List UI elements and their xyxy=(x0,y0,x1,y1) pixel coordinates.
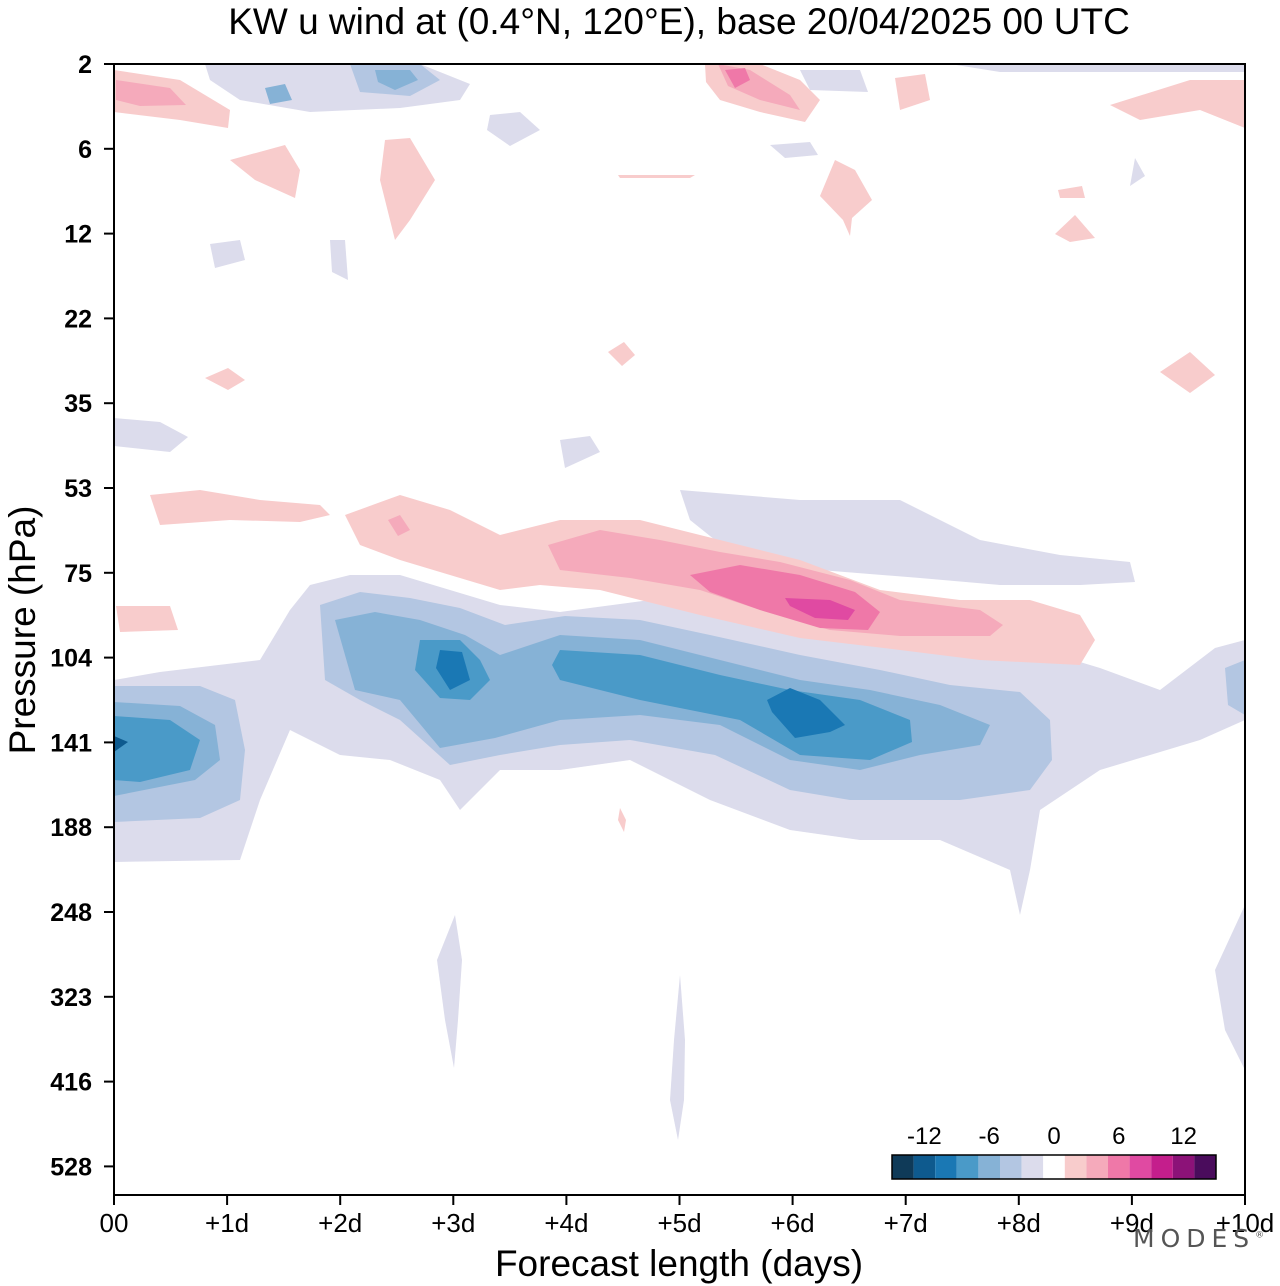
colorbar-swatch xyxy=(892,1155,914,1179)
brand-logo: MODES® xyxy=(1133,1224,1265,1253)
contour-pos-2 xyxy=(230,145,300,198)
y-tick-label: 2 xyxy=(78,51,92,79)
contour-neg-2 xyxy=(800,70,868,92)
colorbar-swatch xyxy=(1108,1155,1130,1179)
y-tick-label: 75 xyxy=(64,560,92,588)
colorbar: -12 -6 0 6 12 xyxy=(891,1123,1217,1180)
contour-neg-8 xyxy=(114,716,200,782)
contour-pos-2 xyxy=(150,490,330,525)
contour-neg-2 xyxy=(560,436,600,468)
contour-neg-10 xyxy=(436,650,470,690)
x-tick-label: +6d xyxy=(771,1208,815,1238)
x-tick-label: +9d xyxy=(1110,1208,1154,1238)
y-tick-label: 141 xyxy=(50,729,92,757)
colorbar-swatch xyxy=(1172,1155,1195,1179)
colorbar-swatch xyxy=(1021,1155,1044,1179)
y-tick-label: 35 xyxy=(64,390,92,418)
colorbar-swatch xyxy=(935,1155,957,1179)
contour-neg-2 xyxy=(487,112,540,146)
y-tick-label: 416 xyxy=(50,1069,92,1097)
x-axis-label: Forecast length (days) xyxy=(495,1243,863,1284)
y-tick-label: 104 xyxy=(50,645,92,673)
x-tick-label: +1d xyxy=(205,1208,249,1238)
contour-neg-12 xyxy=(114,736,128,752)
contour-pos-2 xyxy=(1110,80,1245,128)
contour-pos-4 xyxy=(116,80,186,106)
x-tick-label: +2d xyxy=(318,1208,362,1238)
y-axis: 2 6 12 22 35 53 75 104 141 188 248 323 416 528 xyxy=(50,51,114,1181)
colorbar-swatch xyxy=(978,1155,1000,1179)
colorbar-label: 0 xyxy=(1047,1123,1060,1150)
contour-pos-2 xyxy=(205,368,245,390)
colorbar-swatch xyxy=(1043,1155,1065,1179)
contour-neg-10 xyxy=(767,688,845,738)
contour-pos-2 xyxy=(116,606,178,632)
colorbar-label: 12 xyxy=(1170,1123,1197,1150)
contour-neg-4 xyxy=(1225,660,1245,715)
contour-neg-2 xyxy=(770,142,818,158)
x-tick-label: +5d xyxy=(657,1208,701,1238)
contour-pos-2 xyxy=(1058,186,1085,198)
colorbar-frame xyxy=(891,1154,1217,1180)
colorbar-swatch xyxy=(1151,1155,1173,1179)
colorbar-swatch xyxy=(956,1155,979,1179)
x-tick-label: +10d xyxy=(1216,1208,1275,1238)
contour-neg-2 xyxy=(1130,158,1145,186)
x-tick-label: +4d xyxy=(544,1208,588,1238)
contour-neg-2 xyxy=(950,64,1245,72)
contour-pos-8 xyxy=(785,598,855,620)
contour-pos-2 xyxy=(820,160,872,236)
y-tick-label: 323 xyxy=(50,984,92,1012)
colorbar-label: -6 xyxy=(979,1123,1000,1150)
colorbar-swatch xyxy=(1194,1155,1216,1179)
contour-neg-6 xyxy=(265,84,292,104)
contour-neg-2 xyxy=(330,240,348,280)
plot-area xyxy=(114,64,1245,1140)
contour-pos-6 xyxy=(725,68,750,88)
contour-neg-2 xyxy=(670,975,685,1140)
contour-pos-2 xyxy=(618,808,626,832)
x-tick-label: 00 xyxy=(100,1208,129,1238)
contour-neg-2 xyxy=(210,240,245,268)
contour-neg-2 xyxy=(205,64,470,112)
colorbar-swatch xyxy=(1129,1155,1152,1179)
y-tick-label: 12 xyxy=(64,221,92,249)
y-tick-label: 248 xyxy=(50,899,92,927)
colorbar-swatch xyxy=(1000,1155,1022,1179)
y-tick-label: 22 xyxy=(64,305,92,333)
contour-neg-2 xyxy=(114,418,188,452)
x-axis: 00 +1d +2d +3d +4d +5d +6d +7d +8d +9d +10d xyxy=(100,1195,1275,1238)
y-tick-label: 6 xyxy=(78,136,92,164)
x-tick-label: +8d xyxy=(997,1208,1041,1238)
colorbar-label: -12 xyxy=(907,1123,942,1150)
colorbar-swatch xyxy=(1086,1155,1108,1179)
contour-neg-2 xyxy=(1215,905,1245,1070)
colorbar-label: 6 xyxy=(1112,1123,1125,1150)
contour-pos-2 xyxy=(895,74,930,110)
x-tick-label: +3d xyxy=(431,1208,475,1238)
y-tick-label: 53 xyxy=(64,475,92,503)
colorbar-swatch xyxy=(1064,1155,1087,1179)
x-tick-label: +7d xyxy=(884,1208,928,1238)
colorbar-swatch xyxy=(913,1155,936,1179)
y-tick-label: 528 xyxy=(50,1153,92,1181)
contour-pos-2 xyxy=(608,342,635,366)
brand-text: MODES xyxy=(1133,1224,1256,1253)
y-tick-label: 188 xyxy=(50,814,92,842)
contour-neg-2 xyxy=(437,915,462,1068)
contour-pos-2 xyxy=(1160,352,1215,393)
contour-neg-6 xyxy=(375,70,418,90)
contour-pos-2 xyxy=(618,175,695,178)
contour-pos-2 xyxy=(380,138,435,240)
y-axis-label: Pressure (hPa) xyxy=(2,506,43,755)
contour-pos-2 xyxy=(1055,215,1095,242)
contour-pos-4 xyxy=(388,515,410,536)
chart-title: KW u wind at (0.4°N, 120°E), base 20/04/… xyxy=(228,1,1130,42)
